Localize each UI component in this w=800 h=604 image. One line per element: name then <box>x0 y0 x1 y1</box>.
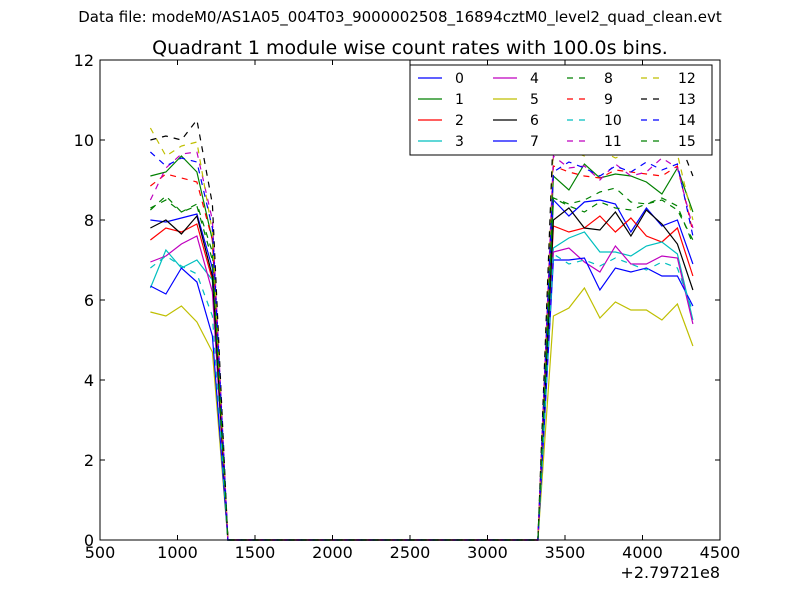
y-tick-label: 12 <box>74 51 94 70</box>
legend-label-13: 13 <box>678 92 696 108</box>
y-tick-label: 6 <box>84 291 94 310</box>
y-tick-label: 0 <box>84 531 94 550</box>
ticks-layer: 500 1000 1500 2000 2500 3000 3500 4000 4500 0 2 4 6 8… <box>74 51 741 562</box>
legend-label-9: 9 <box>604 92 613 108</box>
legend-label-5: 5 <box>530 92 539 108</box>
y-tick-label: 10 <box>74 131 94 150</box>
series-line-1 <box>150 155 694 541</box>
data-file-suptitle: Data file: modeM0/AS1A05_004T03_90000025… <box>78 8 722 26</box>
series-line-3 <box>149 231 694 541</box>
legend-label-8: 8 <box>604 71 613 87</box>
legend-label-3: 3 <box>455 134 464 150</box>
series-line-14 <box>149 151 694 541</box>
x-tick-label: 3000 <box>467 543 508 562</box>
series-line-15 <box>149 195 694 541</box>
legend-box <box>409 64 713 156</box>
legend-label-0: 0 <box>455 71 464 87</box>
x-offset-label: +2.79721e8 <box>620 563 720 582</box>
series-line-9 <box>150 165 694 541</box>
series-line-5 <box>150 286 694 541</box>
x-tick-label: 1500 <box>235 543 276 562</box>
chart-title: Quadrant 1 module wise count rates with … <box>152 37 668 59</box>
legend-label-7: 7 <box>530 134 539 150</box>
series-layer <box>149 118 694 541</box>
series-line-4 <box>150 235 694 541</box>
series-line-6 <box>150 207 694 541</box>
y-tick-label: 8 <box>84 211 94 230</box>
legend-label-11: 11 <box>604 134 622 150</box>
x-tick-label: 3500 <box>545 543 586 562</box>
x-tick-label: 2000 <box>312 543 353 562</box>
series-line-11 <box>149 151 694 541</box>
legend-label-15: 15 <box>678 134 696 150</box>
x-tick-label: 2500 <box>390 543 431 562</box>
legend-label-1: 1 <box>455 92 464 108</box>
x-tick-label: 1000 <box>157 543 198 562</box>
series-line-10 <box>150 252 694 541</box>
legend-label-4: 4 <box>530 71 539 87</box>
x-tick-label: 500 <box>85 543 116 562</box>
series-line-13 <box>150 118 694 541</box>
series-line-2 <box>150 215 694 541</box>
series-line-8 <box>150 187 694 541</box>
legend-label-10: 10 <box>604 113 622 129</box>
legend-label-2: 2 <box>455 113 464 129</box>
legend-label-12: 12 <box>678 71 696 87</box>
legend-label-14: 14 <box>678 113 696 129</box>
x-tick-label: 4500 <box>700 543 741 562</box>
series-line-7 <box>150 257 694 541</box>
x-tick-label: 4000 <box>622 543 663 562</box>
y-tick-label: 4 <box>84 371 94 390</box>
legend-label-6: 6 <box>530 113 539 129</box>
y-tick-label: 2 <box>84 451 94 470</box>
series-line-12 <box>149 127 694 541</box>
series-line-0 <box>150 198 694 541</box>
